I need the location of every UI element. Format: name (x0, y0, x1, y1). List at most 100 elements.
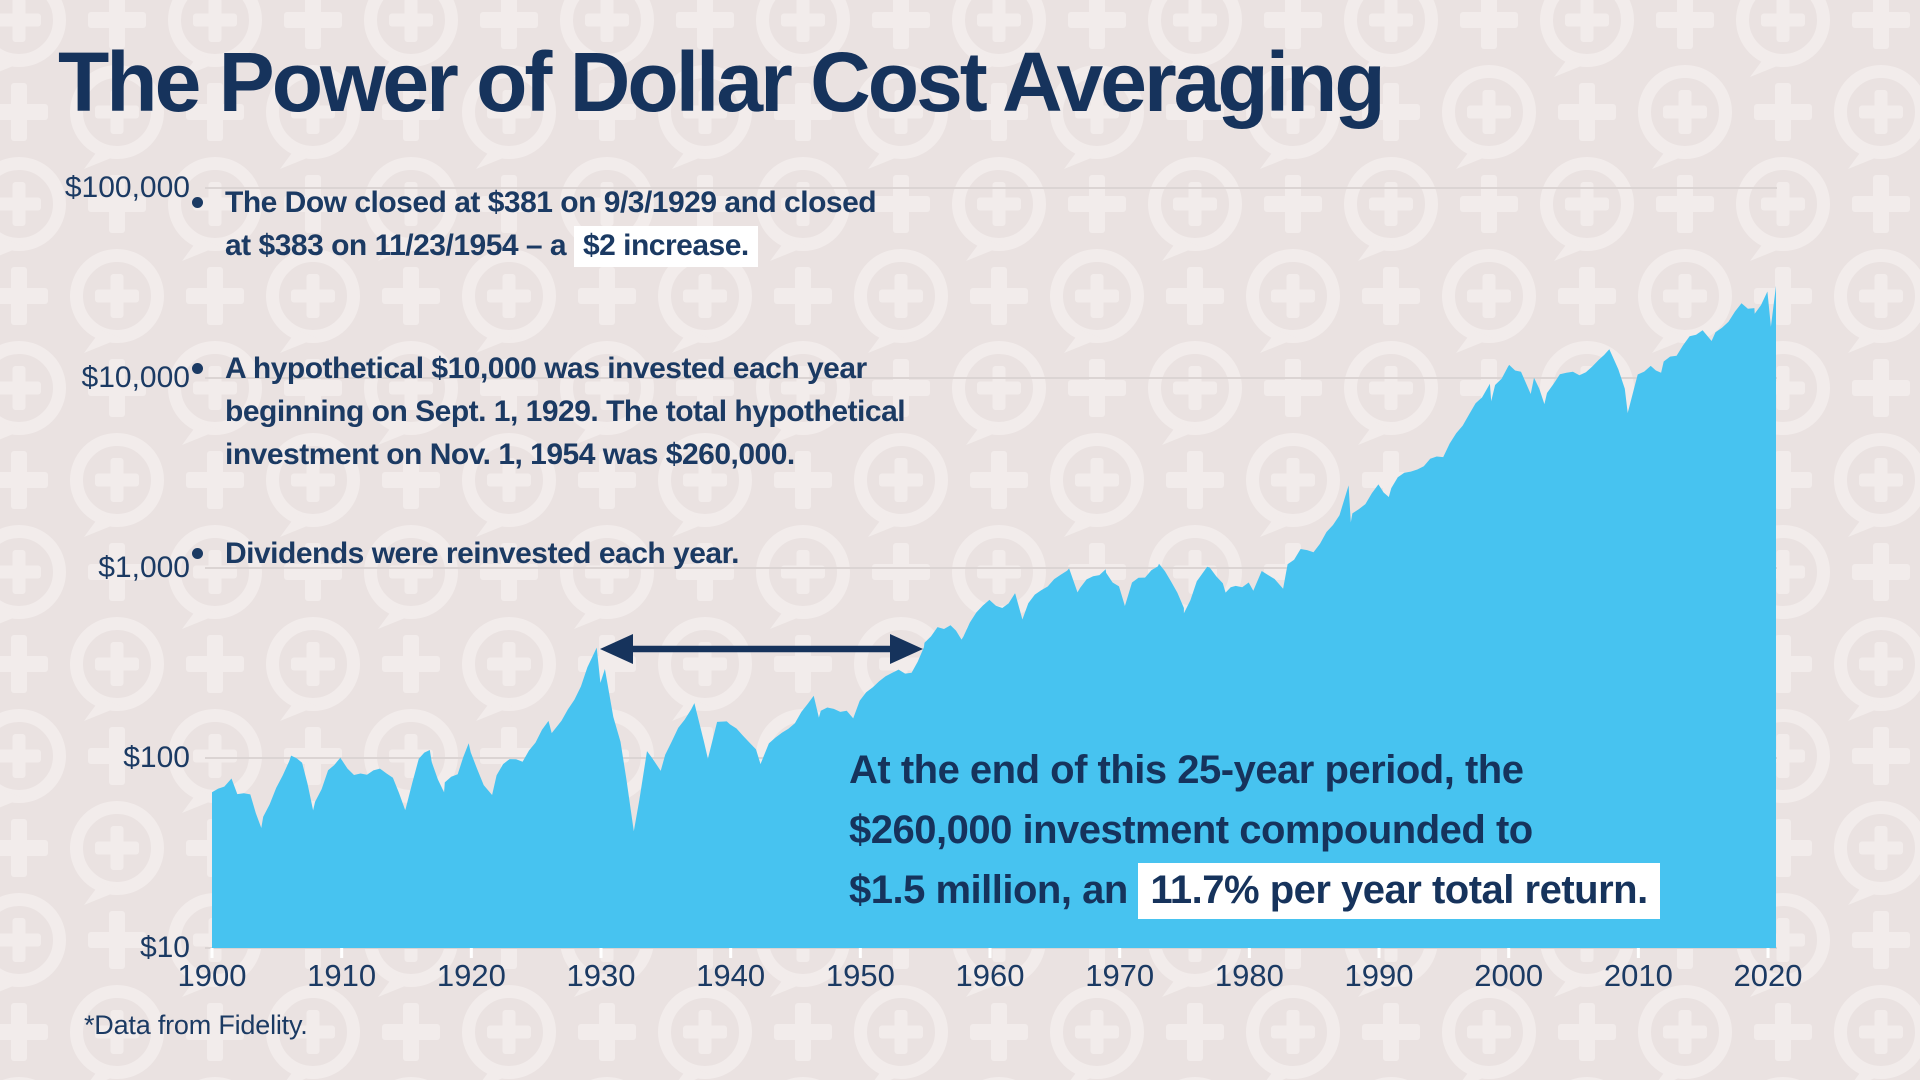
dow-area-series (212, 285, 1776, 948)
speech-bubble-plus-icon (854, 433, 948, 537)
speech-bubble-plus-icon (70, 65, 164, 169)
speech-bubble-plus-icon (1344, 341, 1438, 445)
speech-bubble-plus-icon (1834, 801, 1920, 905)
decade-tick (858, 948, 862, 958)
plus-icon (970, 267, 1028, 325)
speech-bubble-plus-icon (1148, 157, 1242, 261)
plus-icon (1754, 83, 1812, 141)
speech-bubble-plus-icon (70, 249, 164, 353)
speech-bubble-plus-icon (462, 617, 556, 721)
speech-bubble-plus-icon (854, 65, 948, 169)
plus-icon (1068, 0, 1126, 49)
speech-bubble-plus-icon (1540, 0, 1634, 77)
plus-icon (88, 727, 146, 785)
plus-icon (0, 267, 48, 325)
plus-icon (1852, 175, 1910, 233)
speech-bubble-plus-icon (168, 157, 262, 261)
decade-tick (1377, 948, 1381, 958)
speech-bubble-plus-icon (70, 433, 164, 537)
speech-bubble-plus-icon (756, 0, 850, 77)
speech-bubble-plus-icon (70, 617, 164, 721)
decade-tick (599, 948, 603, 958)
decade-tick (1636, 948, 1640, 958)
plus-icon (186, 267, 244, 325)
speech-bubble-plus-icon (756, 157, 850, 261)
plus-icon (1362, 1003, 1420, 1061)
speech-bubble-plus-icon (658, 617, 752, 721)
speech-bubble-plus-icon (266, 249, 360, 353)
speech-bubble-plus-icon (756, 341, 850, 445)
plus-icon (0, 451, 48, 509)
speech-bubble-plus-icon (462, 985, 556, 1080)
speech-bubble-plus-icon (462, 249, 556, 353)
plus-icon (382, 451, 440, 509)
speech-bubble-plus-icon (1834, 249, 1920, 353)
plus-icon (872, 0, 930, 49)
plus-icon (88, 0, 146, 49)
speech-bubble-plus-icon (1834, 617, 1920, 721)
decade-tick (988, 948, 992, 958)
plus-icon (1852, 0, 1910, 49)
speech-bubble-plus-icon (1344, 157, 1438, 261)
speech-bubble-plus-icon (0, 525, 66, 624)
speech-bubble-plus-icon (658, 65, 752, 169)
plus-icon (578, 1003, 636, 1061)
plus-icon (1754, 1003, 1812, 1061)
plus-icon (970, 451, 1028, 509)
speech-bubble-plus-icon (0, 709, 66, 808)
plus-icon (1166, 267, 1224, 325)
speech-bubble-plus-icon (952, 157, 1046, 261)
speech-bubble-plus-icon (364, 525, 458, 629)
plus-icon (676, 175, 734, 233)
speech-bubble-plus-icon (1246, 65, 1340, 169)
plus-icon (480, 175, 538, 233)
plus-icon (1460, 175, 1518, 233)
speech-bubble-plus-icon (0, 341, 66, 440)
decade-tick (1118, 948, 1122, 958)
plus-icon (0, 819, 48, 877)
speech-bubble-plus-icon (1050, 985, 1144, 1080)
plus-icon (872, 175, 930, 233)
speech-bubble-plus-icon (1050, 433, 1144, 537)
speech-bubble-plus-icon (1638, 65, 1732, 169)
plus-icon (1852, 543, 1910, 601)
plus-icon (1362, 267, 1420, 325)
speech-bubble-plus-icon (1736, 0, 1830, 77)
speech-bubble-plus-icon (1834, 65, 1920, 169)
speech-bubble-plus-icon (266, 433, 360, 537)
plus-icon (1852, 359, 1910, 417)
decade-tick (469, 948, 473, 958)
plus-icon (382, 83, 440, 141)
plus-icon (676, 359, 734, 417)
decade-tick (340, 948, 344, 958)
speech-bubble-plus-icon (1638, 985, 1732, 1080)
decade-tick (729, 948, 733, 958)
plus-icon (88, 911, 146, 969)
speech-bubble-plus-icon (560, 341, 654, 445)
decade-tick (1766, 948, 1770, 958)
plus-icon (88, 359, 146, 417)
plus-icon (1264, 359, 1322, 417)
period-arrow (600, 634, 923, 664)
plus-icon (284, 0, 342, 49)
speech-bubble-plus-icon (70, 985, 164, 1080)
plus-icon (970, 83, 1028, 141)
plus-icon (1068, 359, 1126, 417)
speech-bubble-plus-icon (0, 0, 66, 72)
plus-icon (382, 635, 440, 693)
decade-tick (1247, 948, 1251, 958)
plus-icon (1362, 83, 1420, 141)
speech-bubble-plus-icon (266, 65, 360, 169)
plus-icon (1166, 83, 1224, 141)
speech-bubble-plus-icon (462, 433, 556, 537)
plus-icon (774, 83, 832, 141)
speech-bubble-plus-icon (658, 985, 752, 1080)
plus-icon (1264, 175, 1322, 233)
plus-icon (0, 83, 48, 141)
speech-bubble-plus-icon (1246, 985, 1340, 1080)
plus-icon (382, 1003, 440, 1061)
plus-icon (186, 635, 244, 693)
plus-icon (1166, 451, 1224, 509)
